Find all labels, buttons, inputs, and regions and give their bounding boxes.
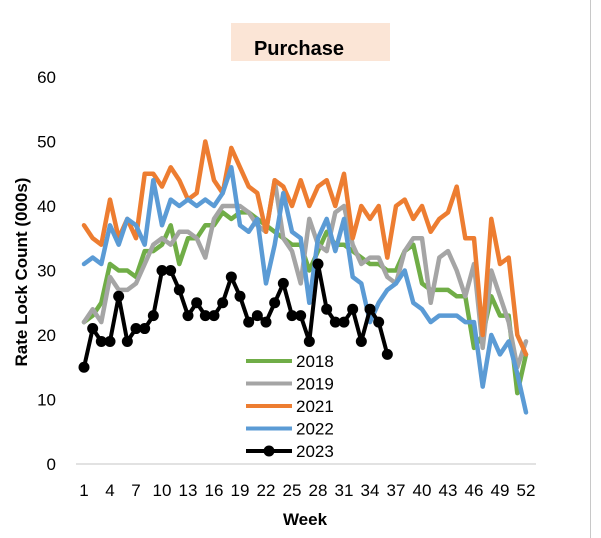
data-point-2023 (381, 348, 393, 360)
series-2019 (81, 177, 529, 370)
y-tick-labels: 0 10 20 30 40 50 60 (37, 68, 56, 474)
legend-marker-2023 (263, 445, 275, 457)
x-axis-title: Week (283, 510, 328, 529)
legend-item-2018: 2018 (246, 352, 334, 371)
x-tick-label: 10 (153, 481, 172, 500)
x-tick-label: 25 (283, 481, 302, 500)
data-point-2023 (104, 335, 116, 347)
y-axis-title: Rate Lock Count (000s) (12, 178, 31, 367)
data-point-2023 (373, 316, 385, 328)
legend-item-2023: 2023 (246, 442, 334, 461)
data-point-2023 (191, 297, 203, 309)
series-line-2019 (81, 177, 529, 370)
data-point-2023 (338, 316, 350, 328)
data-point-2023 (329, 316, 341, 328)
legend: 2018 2019 2021 2022 2023 (246, 352, 334, 461)
series-2022 (81, 165, 529, 415)
y-tick-label: 10 (37, 391, 56, 410)
legend-label-2019: 2019 (296, 375, 334, 394)
data-point-2023 (173, 284, 185, 296)
data-point-2023 (260, 316, 272, 328)
data-point-2023 (199, 310, 211, 322)
data-point-2023 (130, 323, 142, 335)
series-lines (78, 139, 529, 415)
legend-item-2019: 2019 (246, 375, 334, 394)
data-point-2023 (286, 310, 298, 322)
x-tick-labels: 1 4 7 10 13 16 19 22 25 28 31 34 37 40 43 46 49 52 (79, 481, 535, 500)
data-point-2023 (165, 265, 177, 276)
data-point-2023 (243, 316, 255, 328)
chart-title: Purchase (254, 38, 344, 60)
x-tick-label: 40 (413, 481, 432, 500)
data-point-2023 (225, 271, 237, 283)
legend-label-2021: 2021 (296, 397, 334, 416)
x-tick-label: 46 (465, 481, 484, 500)
data-point-2023 (78, 361, 90, 373)
data-point-2023 (234, 290, 246, 302)
legend-item-2022: 2022 (246, 420, 334, 439)
data-point-2023 (182, 310, 194, 322)
legend-label-2022: 2022 (296, 420, 334, 439)
data-point-2023 (87, 323, 99, 335)
data-point-2023 (95, 335, 107, 347)
data-point-2023 (347, 303, 359, 315)
chart-title-background (231, 23, 390, 61)
series-line-2022 (81, 165, 529, 415)
data-point-2023 (208, 310, 220, 322)
y-tick-label: 60 (37, 68, 56, 87)
x-tick-label: 19 (231, 481, 250, 500)
x-tick-label: 7 (131, 481, 140, 500)
x-tick-label: 16 (205, 481, 224, 500)
data-point-2023 (364, 303, 376, 315)
y-tick-label: 50 (37, 133, 56, 152)
legend-label-2018: 2018 (296, 352, 334, 371)
series-line-2021 (81, 139, 529, 357)
series-2023 (78, 258, 393, 373)
series-2021 (81, 139, 529, 357)
legend-item-2021: 2021 (246, 397, 334, 416)
y-tick-label: 30 (37, 262, 56, 281)
x-tick-label: 43 (439, 481, 458, 500)
x-tick-label: 37 (387, 481, 406, 500)
x-tick-label: 13 (179, 481, 198, 500)
x-tick-label: 1 (79, 481, 88, 500)
x-tick-label: 49 (491, 481, 510, 500)
right-border-divider (590, 0, 591, 538)
data-point-2023 (269, 297, 281, 309)
y-tick-label: 20 (37, 326, 56, 345)
data-point-2023 (217, 297, 229, 309)
data-point-2023 (277, 277, 289, 289)
x-tick-label: 4 (105, 481, 114, 500)
data-point-2023 (355, 335, 367, 347)
data-point-2023 (156, 265, 168, 276)
data-point-2023 (113, 290, 125, 302)
data-point-2023 (321, 303, 333, 315)
data-point-2023 (251, 310, 263, 322)
data-point-2023 (303, 335, 315, 347)
data-point-2023 (312, 258, 324, 270)
data-point-2023 (121, 335, 133, 347)
data-point-2023 (295, 310, 307, 322)
x-tick-label: 22 (257, 481, 276, 500)
x-tick-label: 52 (517, 481, 536, 500)
y-tick-label: 0 (47, 455, 56, 474)
x-tick-label: 34 (361, 481, 380, 500)
legend-label-2023: 2023 (296, 442, 334, 461)
x-tick-label: 28 (309, 481, 328, 500)
data-point-2023 (147, 310, 159, 322)
y-tick-label: 40 (37, 197, 56, 216)
x-tick-label: 31 (335, 481, 354, 500)
data-point-2023 (139, 323, 151, 335)
